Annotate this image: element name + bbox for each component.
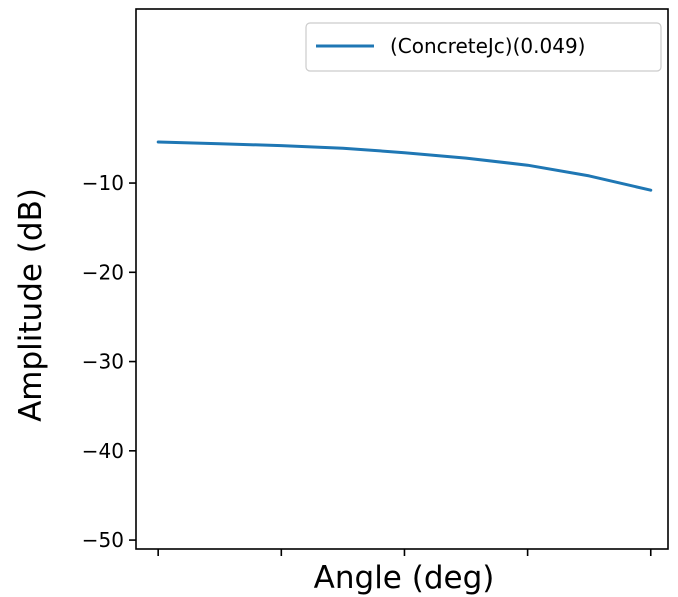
legend-box bbox=[305, 22, 662, 72]
x-axis-label: Angle (deg) bbox=[314, 560, 495, 596]
x-axis-ticks bbox=[157, 549, 652, 556]
y-tick-label: −50 bbox=[82, 528, 124, 552]
y-tick-label: −30 bbox=[82, 350, 124, 374]
plot-frame bbox=[135, 8, 669, 550]
y-axis-label: Amplitude (dB) bbox=[13, 188, 49, 422]
y-tick-label: −40 bbox=[82, 439, 124, 463]
y-tick-label: −20 bbox=[82, 260, 124, 284]
y-tick-label: −10 bbox=[82, 171, 124, 195]
series-line-0 bbox=[156, 140, 653, 192]
legend: (ConcreteJc)(0.049) bbox=[305, 22, 662, 72]
legend-label-concretejc: (ConcreteJc)(0.049) bbox=[390, 34, 585, 58]
y-axis-ticks: −10 −20 −30 −40 −50 bbox=[82, 171, 136, 552]
series-layer bbox=[156, 140, 653, 192]
